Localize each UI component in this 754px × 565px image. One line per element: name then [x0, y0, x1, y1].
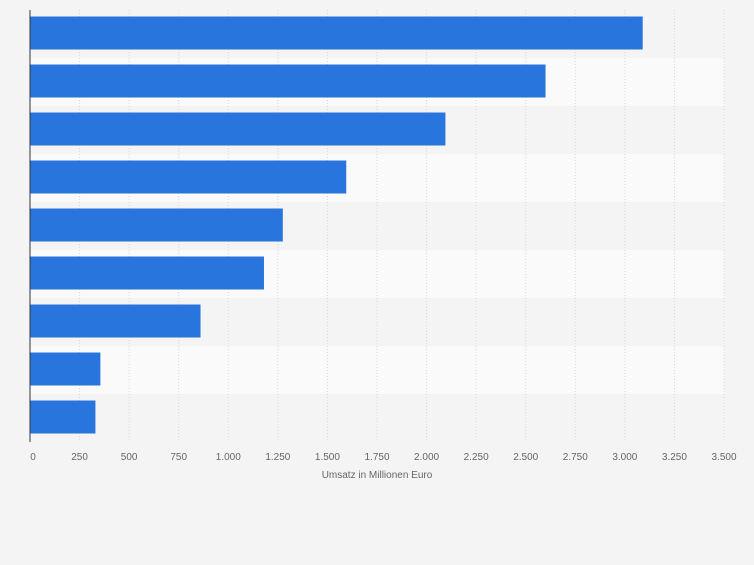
bars [30, 16, 643, 434]
x-tick-label: 1.250 [265, 452, 290, 463]
bar [30, 16, 643, 50]
x-tick-label: 750 [170, 452, 187, 463]
x-tick-label: 2.250 [464, 452, 489, 463]
x-tick-label: 3.000 [612, 452, 637, 463]
bar [30, 208, 283, 242]
x-tick-label: 2.750 [563, 452, 588, 463]
bar [30, 64, 546, 98]
bar [30, 352, 101, 386]
x-tick-label: 3.500 [711, 452, 736, 463]
bar [30, 160, 347, 194]
x-tick-label: 0 [30, 452, 36, 463]
x-tick-label: 250 [71, 452, 88, 463]
x-tick-label: 2.000 [414, 452, 439, 463]
x-tick-label: 2.500 [513, 452, 538, 463]
bar [30, 112, 446, 146]
x-tick-label: 3.250 [662, 452, 687, 463]
x-tick-label: 1.500 [315, 452, 340, 463]
bar [30, 400, 96, 434]
bar [30, 256, 264, 290]
x-axis-label: Umsatz in Millionen Euro [322, 470, 433, 481]
x-axis-ticks: 0 250 500 750 1.000 1.250 1.500 1.750 2.000 2.250… [30, 452, 737, 463]
x-tick-label: 1.000 [216, 452, 241, 463]
bar [30, 304, 201, 338]
x-tick-label: 500 [121, 452, 138, 463]
x-tick-label: 1.750 [364, 452, 389, 463]
